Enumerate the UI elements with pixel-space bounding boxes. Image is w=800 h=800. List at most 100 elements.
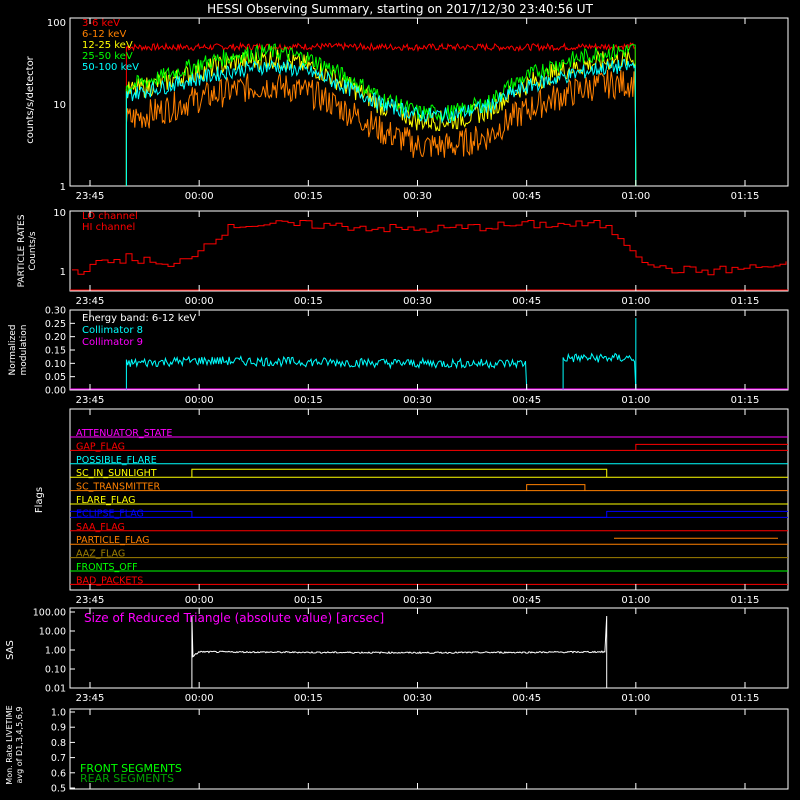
flag-label: BAD_PACKETS [76,575,143,586]
sas-annotation: Size of Reduced Triangle (absolute value… [84,611,384,625]
y-tick-label: 0.10 [45,665,66,676]
y-tick-label: 1.0 [51,708,66,719]
flag-label: POSSIBLE_FLARE [76,455,157,466]
x-tick-label: 00:15 [294,595,323,606]
particle-rates-frame [69,210,789,292]
eclipse-step [70,510,788,518]
flags-panel: Flags ATTENUATOR_STATE GAP_FLAG POSSIBLE_F… [34,408,789,591]
count-rates-panel: counts/s/detector 3-6 keV 6-12 keV 12-25… [25,17,789,193]
flag-label: PARTICLE_FLAG [76,535,149,546]
x-tick-label: 00:45 [512,693,541,704]
x-tick-label: 00:45 [512,595,541,606]
transmitter-step [526,484,586,491]
y-tick-label: 0.8 [51,738,66,749]
y-tick-label: 0.9 [51,723,66,734]
count-rates-plot [125,41,637,187]
flag-label: SAA_FLAG [76,522,125,533]
y-tick-label: 100.00 [33,608,66,619]
modulation-plot [70,318,788,391]
count-rates-ylabel: counts/s/detector [25,55,36,143]
legend-6-12: 6-12 keV [82,29,126,40]
count-rates-frame [69,17,789,187]
sas-plot [191,615,608,688]
x-tick-label: 00:30 [403,395,432,406]
particle-rates-ylabel: PARTICLE RATES [17,214,27,287]
modulation-ylabel-2: modulation [19,325,29,376]
y-tick-100: 100 [47,18,66,29]
y-tick-10: 10 [53,100,66,111]
legend-hi: HI channel [82,222,135,233]
legend-collimator-8: Collimator 8 [82,325,143,336]
livetime-ylabel-2: avg of D1,3,4,5,6,9 [15,707,24,784]
flag-label: ECLIPSE_FLAG [76,508,144,519]
time-axis-ticks: 23:45 00:00 00:15 00:30 00:45 01:00 01:15 23:45… [76,18,760,789]
y-tick-label: 0.01 [45,684,66,695]
particle-rates-plot [70,220,788,291]
y-tick-label: 0.7 [51,753,66,764]
particle-rates-panel: PARTICLE RATES Counts/s LO channel HI ch… [17,208,789,292]
flags-frame [69,408,789,591]
legend-energy-band: Energy band: 6-12 keV [82,313,196,324]
x-tick-label: 00:15 [294,395,323,406]
x-tick-label: 00:15 [294,191,323,202]
y-tick-label: 0.05 [45,372,66,383]
x-tick-label: 00:15 [294,693,323,704]
p2-y-tick-1: 1 [60,267,66,278]
sas-panel: SAS 100.00 10.00 1.00 0.10 0.01 Size of Redu… [5,607,789,695]
x-tick-label: 23:45 [76,693,105,704]
x-tick-label: 00:45 [512,191,541,202]
flag-label: SC_IN_SUNLIGHT [76,468,157,479]
modulation-y-ticks: 0.00 0.05 0.10 0.15 0.20 0.25 0.30 [45,306,75,397]
y-tick-1: 1 [60,182,66,193]
legend-lo: LO channel [82,211,138,222]
flags-ylabel: Flags [34,487,45,513]
x-tick-label: 01:00 [621,191,650,202]
legend-50-100: 50-100 keV [82,62,139,73]
legend-rear-segments: REAR SEGMENTS [80,772,174,785]
series-50-100-keV [125,58,637,187]
y-tick-label: 0.15 [45,346,66,357]
x-tick-label: 23:45 [76,595,105,606]
sas-frame [69,607,789,689]
legend-collimator-9: Collimator 9 [82,337,143,348]
series-collimator-8 [125,355,528,391]
x-tick-label: 00:00 [185,191,214,202]
x-tick-label: 01:15 [731,296,760,307]
y-tick-label: 0.30 [45,306,66,317]
x-tick-label: 23:45 [76,395,105,406]
legend-12-25: 12-25 keV [82,40,133,51]
x-tick-label: 00:30 [403,191,432,202]
series-6-12-keV [125,69,637,187]
sas-y-ticks: 100.00 10.00 1.00 0.10 0.01 [33,608,75,695]
particle-rates-ylabel-unit: Counts/s [28,231,38,270]
x-tick-label: 01:15 [731,595,760,606]
x-tick-label: 23:45 [76,191,105,202]
x-tick-label: 00:45 [512,296,541,307]
legend-25-50: 25-50 keV [82,51,133,62]
x-tick-label: 00:15 [294,296,323,307]
x-tick-label: 23:45 [76,296,105,307]
y-tick-label: 0.00 [45,386,66,397]
x-tick-label: 01:00 [621,595,650,606]
x-tick-label: 00:30 [403,595,432,606]
x-tick-label: 00:30 [403,296,432,307]
series-hi-channel [72,220,787,276]
x-tick-label: 00:30 [403,693,432,704]
y-tick-label: 0.25 [45,319,66,330]
legend-3-6: 3-6 keV [82,18,120,29]
livetime-y-ticks: 0.5 0.6 0.7 0.8 0.9 1.0 [51,708,75,795]
x-tick-label: 01:15 [731,693,760,704]
x-tick-label: 01:00 [621,693,650,704]
flag-label: AAZ_FLAG [76,549,125,560]
sas-ylabel: SAS [5,640,16,660]
x-tick-label: 00:00 [185,395,214,406]
x-tick-label: 00:00 [185,296,214,307]
series-12-25-keV [125,49,637,187]
modulation-ylabel-1: Normalized [8,324,18,375]
y-tick-label: 10.00 [39,627,66,638]
x-tick-label: 00:45 [512,395,541,406]
legend-front-segments: FRONT SEGMENTS [80,762,182,775]
sunlight-step [191,468,608,478]
series-reduced-triangle [191,615,608,688]
